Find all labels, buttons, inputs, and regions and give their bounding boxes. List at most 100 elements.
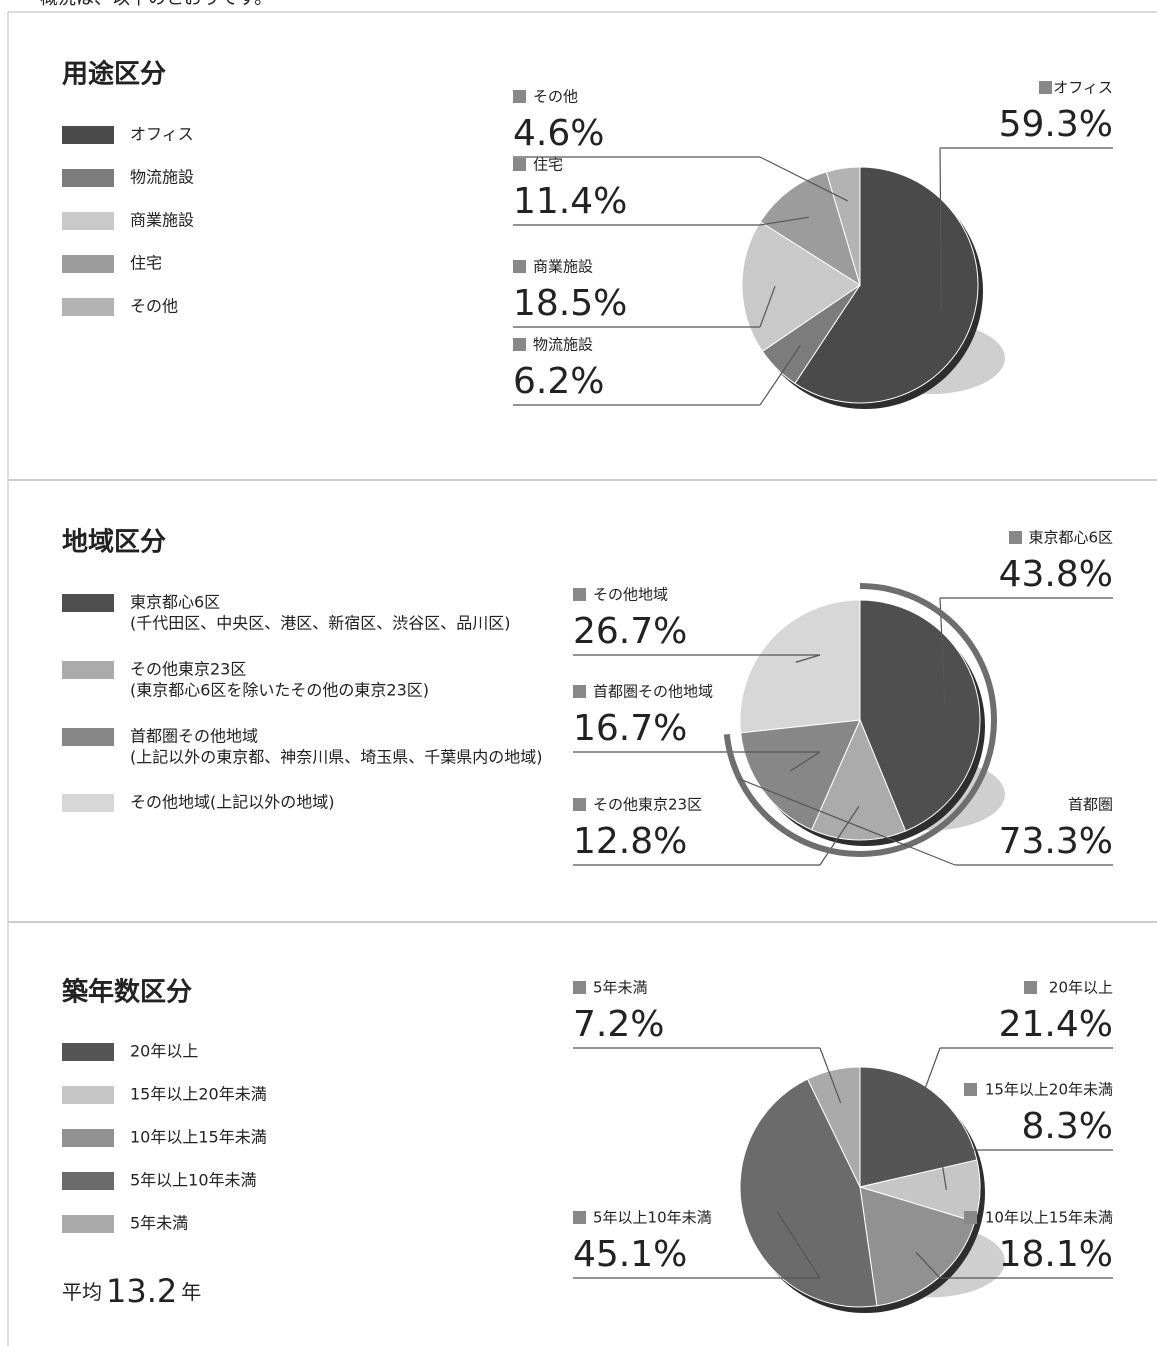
callout-name: 住宅 (533, 156, 563, 174)
legend-label: 10年以上15年未満 (130, 1128, 267, 1147)
leader-line (915, 1252, 941, 1279)
callout-value: 59.3% (999, 104, 1113, 145)
label-square (1009, 531, 1022, 544)
label-square (513, 260, 526, 273)
legend-label: その他地域(上記以外の地域) (130, 793, 335, 812)
pie-slice (859, 599, 981, 832)
legend-swatch (62, 728, 114, 746)
callout-name: 商業施設 (533, 258, 593, 276)
leader-line (759, 286, 776, 328)
callout-value: 43.8% (999, 554, 1113, 595)
pie-slice (759, 171, 861, 287)
label-square (573, 685, 586, 698)
legend-label: 首都圏その他地域 (130, 727, 258, 746)
legend-note: (上記以外の東京都、神奈川県、埼玉県、千葉県内の地域) (130, 748, 543, 767)
callout-value: 12.8% (573, 821, 687, 862)
callout-name: 首都圏その他地域 (593, 683, 713, 701)
leader-line (939, 147, 942, 310)
legend-label: 5年以上10年未満 (130, 1171, 257, 1190)
legend-swatch (62, 1043, 114, 1061)
legend-swatch (62, 298, 114, 316)
pie-slice (810, 718, 907, 841)
legend-label: 東京都心6区 (130, 593, 220, 612)
legend-swatch (62, 255, 114, 273)
pie-slice (825, 166, 861, 286)
callout-value: 21.4% (999, 1004, 1113, 1045)
section-title: 用途区分 (62, 59, 166, 90)
pie-slice (740, 719, 861, 831)
leader-line (789, 751, 821, 772)
callout-name: 5年未満 (593, 979, 648, 997)
region-arc (723, 583, 997, 857)
legend-label: 5年未満 (130, 1214, 188, 1233)
leader-line (759, 156, 849, 202)
legend-note: (千代田区、中央区、港区、新宿区、渋谷区、品川区) (130, 614, 511, 633)
pie-slice (859, 1066, 978, 1188)
legend-swatch (62, 661, 114, 679)
legend-label: 20年以上 (130, 1042, 198, 1061)
callout-name: その他東京23区 (593, 796, 702, 814)
label-square (1039, 81, 1052, 94)
leader-line (759, 216, 809, 226)
callout-value: 7.2% (573, 1004, 664, 1045)
legend-note: (東京都心6区を除いたその他の東京23区) (130, 681, 429, 700)
pie-slice (794, 166, 979, 404)
legend-swatch (62, 794, 114, 812)
leader-line (913, 1047, 941, 1120)
legend-label: 15年以上20年未満 (130, 1085, 267, 1104)
callout-name: オフィス (1053, 79, 1113, 97)
callout-name: その他 (533, 88, 578, 106)
callout-name: 東京都心6区 (1028, 529, 1113, 547)
section-title: 築年数区分 (61, 977, 192, 1008)
legend-label: 住宅 (130, 254, 162, 273)
leader-line (939, 1149, 947, 1190)
callout-value: 16.7% (573, 708, 687, 749)
label-square (513, 90, 526, 103)
callout-value: 6.2% (513, 361, 604, 402)
label-square (573, 1211, 586, 1224)
label-square (964, 1211, 977, 1224)
pie-slice (859, 1186, 976, 1307)
leader-line (759, 345, 801, 406)
callout-value: 11.4% (513, 181, 627, 222)
average-value: 13.2 (106, 1272, 177, 1310)
callout-value: 4.6% (513, 113, 604, 154)
callout-value: 45.1% (573, 1234, 687, 1275)
legend-swatch (62, 212, 114, 230)
legend-swatch (62, 1215, 114, 1233)
legend-label: オフィス (130, 125, 194, 144)
callout-name: 5年以上10年未満 (593, 1209, 712, 1227)
label-square (513, 158, 526, 171)
callout-name: 10年以上15年未満 (985, 1209, 1113, 1227)
label-square (573, 981, 586, 994)
leader-line (739, 778, 956, 866)
callout-name: 20年以上 (1049, 979, 1113, 997)
legend-swatch (62, 126, 114, 144)
legend-swatch (62, 1086, 114, 1104)
legend-swatch (62, 169, 114, 187)
leader-line (819, 1047, 842, 1104)
header-text: 概況は、以下のとおりです。 (40, 0, 272, 9)
label-square (1024, 981, 1037, 994)
leader-line (819, 806, 860, 866)
pie-slice (741, 221, 861, 353)
pie-slice (739, 1078, 878, 1308)
callout-name: 15年以上20年未満 (985, 1081, 1113, 1099)
callout-value: 18.5% (513, 283, 627, 324)
legend-label: 商業施設 (130, 211, 194, 230)
pie-slice (806, 1066, 861, 1188)
average-label: 平均 (62, 1280, 102, 1304)
leader-line (795, 654, 821, 663)
callout-name: 物流施設 (533, 336, 593, 354)
callout-value: 18.1% (999, 1234, 1113, 1275)
legend-swatch (62, 594, 114, 612)
pie-slice (739, 599, 861, 734)
average-unit: 年 (181, 1280, 201, 1304)
label-square (573, 798, 586, 811)
average: 平均 13.2 年 (62, 1272, 201, 1310)
section-title: 地域区分 (62, 528, 166, 558)
legend-label: その他東京23区 (130, 660, 246, 679)
leader-line (776, 1211, 821, 1279)
callout-value: 26.7% (573, 611, 687, 652)
